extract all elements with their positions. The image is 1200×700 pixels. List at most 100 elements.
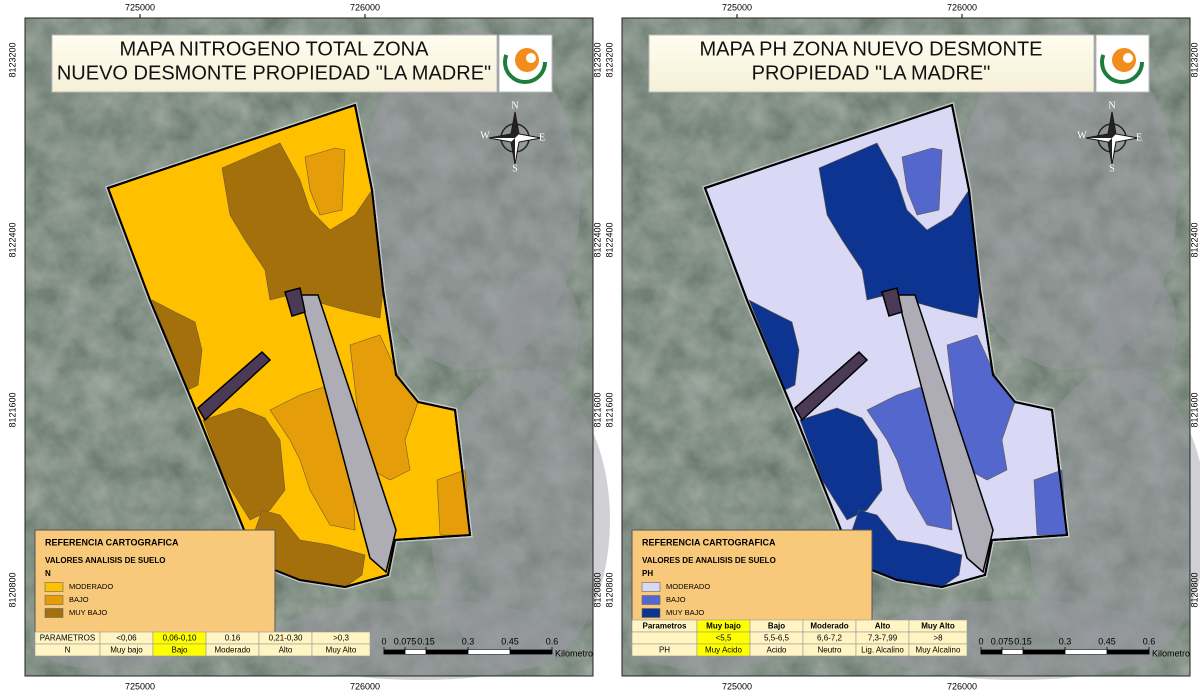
legend-label: BAJO: [69, 595, 89, 604]
x-coordinate: 726000: [350, 681, 380, 691]
soil-zone: [818, 142, 981, 319]
table-text: Muy bajo: [706, 622, 741, 631]
y-coordinate: 8123200: [1189, 42, 1199, 77]
legend-swatch: [44, 582, 64, 592]
table-text: PARAMETROS: [40, 634, 95, 643]
legend-label: MODERADO: [666, 582, 710, 591]
soil-zone: [304, 147, 346, 216]
table-text: 6,6-7,2: [817, 634, 842, 643]
compass-rose-shade: [489, 112, 519, 164]
x-coordinate: 725000: [125, 681, 155, 691]
x-coordinate: 726000: [947, 2, 977, 12]
compass-rose-shade: [1086, 112, 1116, 164]
bare-ground: [1097, 270, 1177, 390]
y-coordinate: 8120800: [592, 572, 602, 607]
table-text: Bajo: [171, 646, 188, 655]
legend-title: REFERENCIA CARTOGRAFICA: [642, 537, 776, 547]
legend-swatch: [641, 608, 661, 618]
y-coordinate: 8123200: [592, 42, 602, 77]
scale-label: 0.45: [501, 636, 519, 646]
logo-core: [526, 53, 536, 63]
scale-label: 0.3: [1059, 636, 1072, 646]
soil-zone: [1033, 469, 1068, 536]
table-text: Muy Alto: [921, 622, 955, 631]
legend-box: [631, 529, 873, 634]
y-coordinate: 8122400: [604, 222, 614, 257]
table-text: Bajo: [768, 622, 785, 631]
scale-segment: [405, 650, 426, 654]
side-strip: [794, 350, 869, 422]
scale-segment: [1002, 650, 1023, 654]
x-coordinate: 725000: [722, 2, 752, 12]
scale-label: 0.15: [1014, 636, 1032, 646]
table-text: Muy Alcalino: [916, 646, 961, 655]
road-strip: [299, 294, 397, 574]
table-text: <5,5: [716, 634, 732, 643]
compass-n: N: [1108, 100, 1115, 111]
map-frame: [621, 17, 1191, 677]
scale-label: 0.15: [417, 636, 435, 646]
table-text: 7,3-7,99: [868, 634, 898, 643]
table-text: Lig. Alcalino: [861, 646, 904, 655]
table-text: Parametros: [642, 622, 687, 631]
title-box: [51, 34, 498, 93]
legend-label: MUY BAJO: [666, 608, 704, 617]
table-text: Muy Acido: [705, 646, 742, 655]
logo-ring: [1100, 40, 1144, 84]
map-title: MAPA PH ZONA NUEVO DESMONTE: [699, 38, 1042, 60]
table-text: >0,3: [333, 634, 349, 643]
y-coordinate: 8123200: [604, 42, 614, 77]
title-box: [648, 34, 1095, 93]
soil-zone: [202, 407, 286, 521]
table-text: Alto: [279, 646, 293, 655]
table-text: Muy bajo: [110, 646, 143, 655]
scale-segment: [426, 650, 468, 654]
soil-zone: [901, 147, 943, 216]
compass-s: S: [512, 163, 518, 174]
map-title: MAPA NITROGENO TOTAL ZONA: [120, 38, 430, 60]
y-coordinate: 8122400: [7, 222, 17, 257]
bare-ground: [1027, 370, 1200, 670]
legend-label: MODERADO: [69, 582, 113, 591]
y-coordinate: 8121600: [7, 392, 17, 427]
map-title: PROPIEDAD "LA MADRE": [752, 62, 991, 84]
legend-swatch: [44, 595, 64, 605]
table-text: >8: [933, 634, 943, 643]
y-coordinate: 8120800: [7, 572, 17, 607]
y-coordinate: 8120800: [1189, 572, 1199, 607]
soil-zone: [799, 407, 883, 521]
road-strip: [896, 294, 994, 574]
legend-label: BAJO: [666, 595, 686, 604]
table-text: Moderado: [214, 646, 251, 655]
y-coordinate: 8121600: [1189, 392, 1199, 427]
legend-title: REFERENCIA CARTOGRAFICA: [45, 537, 179, 547]
y-coordinate: 8121600: [604, 392, 614, 427]
bare-ground: [430, 370, 610, 670]
scale-segment: [981, 650, 1002, 654]
scale-label: 0.6: [546, 636, 559, 646]
compass-e: E: [1136, 132, 1142, 143]
logo-core: [1123, 53, 1133, 63]
x-coordinate: 726000: [350, 2, 380, 12]
table-text: Acido: [766, 646, 787, 655]
legend-subtitle: VALORES DE ANALISIS DE SUELO: [642, 556, 776, 565]
table-text: Neutro: [817, 646, 842, 655]
table-text: N: [65, 646, 71, 655]
compass-w: W: [480, 130, 490, 141]
road-notch: [881, 287, 903, 317]
soil-zone: [221, 142, 384, 319]
legend-label: MUY BAJO: [69, 608, 107, 617]
legend-swatch: [641, 582, 661, 592]
table-cell: [311, 643, 371, 657]
scale-segment: [384, 650, 405, 654]
bare-ground: [360, 30, 580, 370]
side-strip: [197, 350, 272, 422]
legend-subtitle: VALORES ANALISIS DE SUELO: [45, 556, 165, 565]
table-cell: [631, 631, 698, 645]
scale-segment: [1023, 650, 1065, 654]
legend-swatch: [641, 595, 661, 605]
scale-label: 0: [381, 636, 386, 646]
y-coordinate: 8123200: [7, 42, 17, 77]
